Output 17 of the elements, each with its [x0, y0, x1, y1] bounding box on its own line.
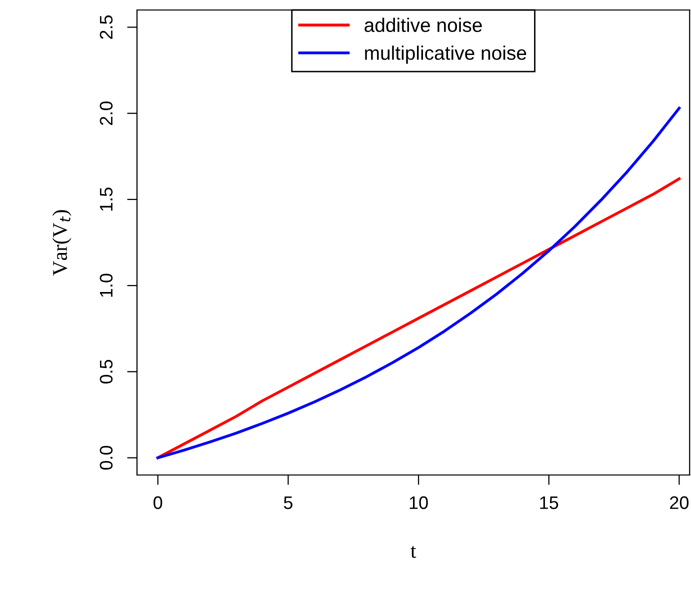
x-tick-label: 0 — [154, 496, 162, 510]
x-tick-label: 15 — [540, 496, 558, 510]
y-tick-label: 1.0 — [100, 274, 113, 297]
x-axis-title: t — [410, 546, 416, 558]
x-tick-label: 5 — [284, 496, 292, 510]
x-tick-label: 20 — [670, 496, 689, 510]
line-series — [156, 106, 681, 460]
y-tick-label: 0.0 — [100, 446, 113, 470]
x-tick-label: 10 — [410, 496, 428, 510]
y-tick-label: 1.5 — [100, 188, 113, 211]
line-series — [156, 177, 681, 460]
y-tick-label: 0.5 — [100, 360, 113, 384]
legend-label: multiplicative noise — [365, 46, 526, 64]
y-tick-label: 2.5 — [100, 15, 113, 39]
legend-label: additive noise — [364, 18, 482, 32]
y-axis-title: Var(V$_{t}$) — [52, 210, 72, 276]
y-tick-label: 2.0 — [100, 101, 113, 125]
